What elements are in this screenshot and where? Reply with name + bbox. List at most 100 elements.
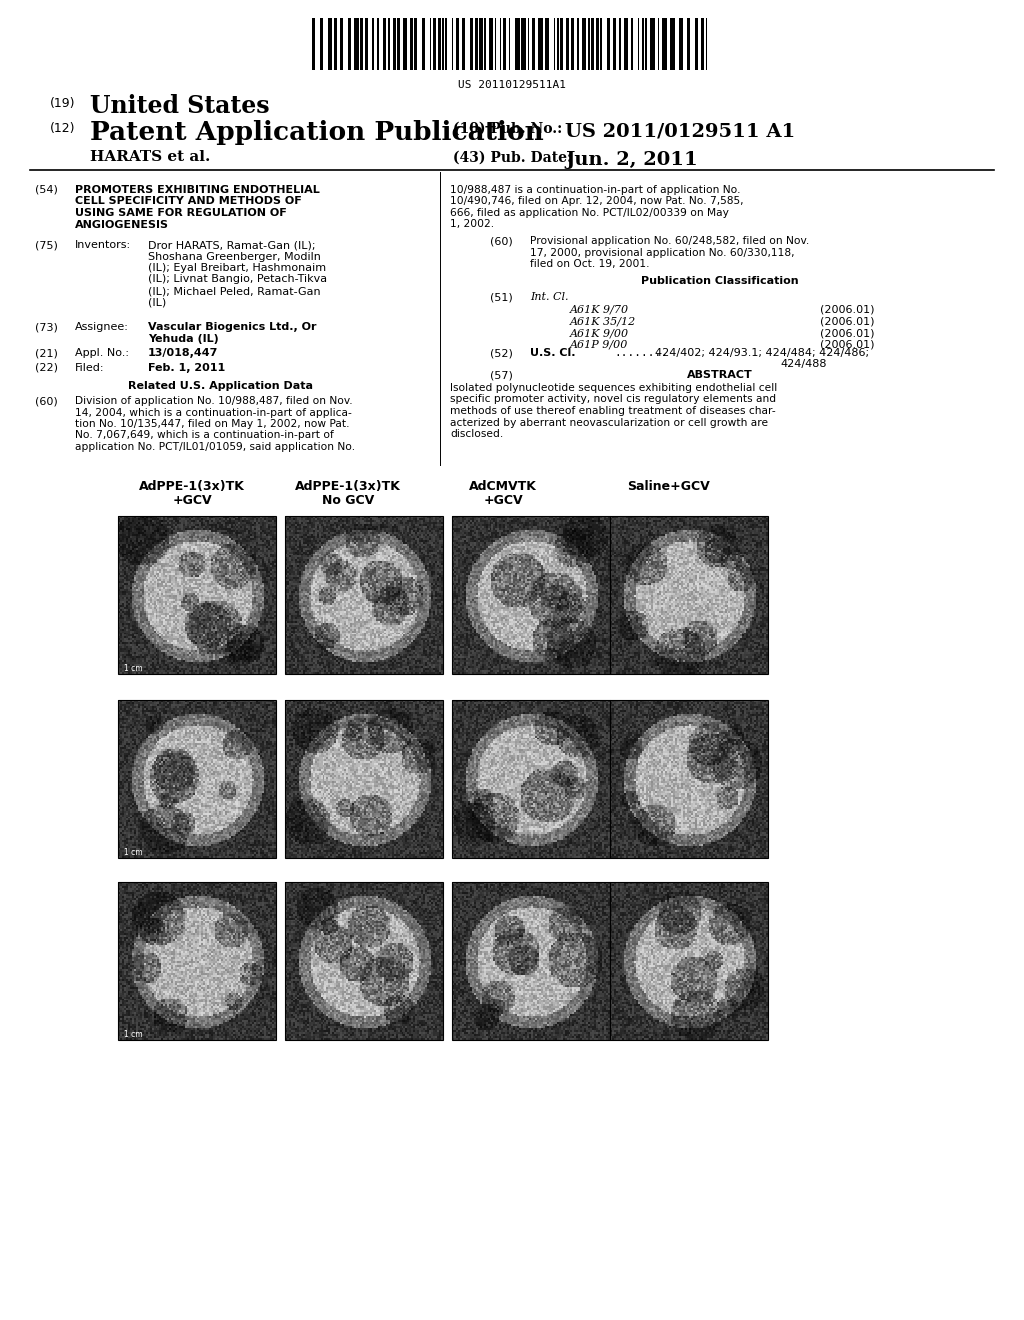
Text: 14, 2004, which is a continuation-in-part of applica-: 14, 2004, which is a continuation-in-par… (75, 408, 352, 417)
Text: 1 cm: 1 cm (124, 847, 142, 857)
Text: (2006.01): (2006.01) (820, 305, 874, 315)
Bar (706, 18, 708, 70)
Bar (319, 18, 323, 70)
Bar (403, 18, 407, 70)
Bar (377, 18, 379, 70)
Bar (545, 18, 549, 70)
Bar (410, 18, 413, 70)
Bar (360, 18, 364, 70)
Text: (57): (57) (490, 370, 513, 380)
Text: 1 cm: 1 cm (124, 664, 142, 673)
Text: (73): (73) (35, 322, 58, 333)
Bar (285, 516, 443, 675)
Bar (479, 18, 482, 70)
Bar (500, 18, 501, 70)
Bar (388, 18, 389, 70)
Bar (437, 18, 440, 70)
Text: (IL): (IL) (148, 297, 166, 308)
Bar (687, 18, 690, 70)
Bar (452, 516, 610, 675)
Text: (2006.01): (2006.01) (820, 339, 874, 350)
Bar (415, 18, 418, 70)
Text: Division of application No. 10/988,487, filed on Nov.: Division of application No. 10/988,487, … (75, 396, 352, 407)
Bar (610, 882, 768, 1040)
Bar (365, 18, 368, 70)
Text: (43) Pub. Date:: (43) Pub. Date: (453, 150, 572, 165)
Bar (532, 18, 536, 70)
Bar (348, 18, 351, 70)
Text: application No. PCT/IL01/01059, said application No.: application No. PCT/IL01/01059, said app… (75, 442, 355, 451)
Bar (539, 18, 543, 70)
Bar (484, 18, 485, 70)
Bar (354, 18, 358, 70)
Bar (527, 18, 529, 70)
Bar (578, 18, 579, 70)
Text: 1 cm: 1 cm (124, 1030, 142, 1039)
Bar (591, 18, 594, 70)
Text: United States: United States (90, 94, 269, 117)
Text: disclosed.: disclosed. (450, 429, 503, 440)
Bar (452, 18, 453, 70)
Text: (60): (60) (490, 236, 513, 246)
Text: 1, 2002.: 1, 2002. (450, 219, 495, 230)
Text: Patent Application Publication: Patent Application Publication (90, 120, 544, 145)
Bar (488, 18, 494, 70)
Text: Jun. 2, 2011: Jun. 2, 2011 (565, 150, 697, 169)
Text: (19): (19) (50, 96, 76, 110)
Bar (624, 18, 629, 70)
Text: ANGIOGENESIS: ANGIOGENESIS (75, 219, 169, 230)
Text: (51): (51) (490, 292, 513, 302)
Text: Publication Classification: Publication Classification (641, 276, 799, 286)
Text: (10) Pub. No.:: (10) Pub. No.: (453, 121, 562, 136)
Text: CELL SPECIFICITY AND METHODS OF: CELL SPECIFICITY AND METHODS OF (75, 197, 302, 206)
Bar (392, 18, 395, 70)
Text: (60): (60) (35, 396, 57, 407)
Bar (650, 18, 654, 70)
Text: A61K 35/12: A61K 35/12 (570, 317, 636, 326)
Bar (442, 18, 443, 70)
Bar (645, 18, 647, 70)
Text: Filed:: Filed: (75, 363, 104, 374)
Bar (670, 18, 675, 70)
Bar (285, 700, 443, 858)
Bar (701, 18, 705, 70)
Text: Provisional application No. 60/248,582, filed on Nov.: Provisional application No. 60/248,582, … (530, 236, 809, 246)
Text: Saline+GCV: Saline+GCV (627, 480, 710, 492)
Text: (22): (22) (35, 363, 58, 374)
Bar (470, 18, 473, 70)
Text: HARATS et al.: HARATS et al. (90, 150, 210, 164)
Bar (452, 700, 610, 858)
Bar (285, 882, 443, 1040)
Text: filed on Oct. 19, 2001.: filed on Oct. 19, 2001. (530, 259, 649, 269)
Bar (657, 18, 659, 70)
Bar (610, 516, 768, 675)
Text: Shoshana Greenberger, Modiln: Shoshana Greenberger, Modiln (148, 252, 321, 261)
Text: acterized by aberrant neovascularization or cell growth are: acterized by aberrant neovascularization… (450, 417, 768, 428)
Text: (IL); Livnat Bangio, Petach-Tikva: (IL); Livnat Bangio, Petach-Tikva (148, 275, 327, 285)
Bar (566, 18, 569, 70)
Text: Assignee:: Assignee: (75, 322, 129, 333)
Bar (328, 18, 332, 70)
Text: Related U.S. Application Data: Related U.S. Application Data (128, 381, 312, 391)
Text: U.S. Cl.: U.S. Cl. (530, 348, 575, 358)
Bar (560, 18, 563, 70)
Bar (571, 18, 574, 70)
Bar (695, 18, 698, 70)
Bar (588, 18, 590, 70)
Bar (663, 18, 667, 70)
Bar (495, 18, 497, 70)
Text: (52): (52) (490, 348, 513, 358)
Text: +GCV: +GCV (483, 494, 523, 507)
Bar (340, 18, 343, 70)
Text: US 2011/0129511 A1: US 2011/0129511 A1 (565, 121, 796, 140)
Text: 10/988,487 is a continuation-in-part of application No.: 10/988,487 is a continuation-in-part of … (450, 185, 740, 195)
Text: PROMOTERS EXHIBITING ENDOTHELIAL: PROMOTERS EXHIBITING ENDOTHELIAL (75, 185, 319, 195)
Bar (452, 882, 610, 1040)
Bar (312, 18, 315, 70)
Bar (596, 18, 599, 70)
Bar (397, 18, 400, 70)
Text: Int. Cl.: Int. Cl. (530, 292, 568, 302)
Bar (118, 516, 276, 675)
Text: Feb. 1, 2011: Feb. 1, 2011 (148, 363, 225, 374)
Text: 666, filed as application No. PCT/IL02/00339 on May: 666, filed as application No. PCT/IL02/0… (450, 209, 729, 218)
